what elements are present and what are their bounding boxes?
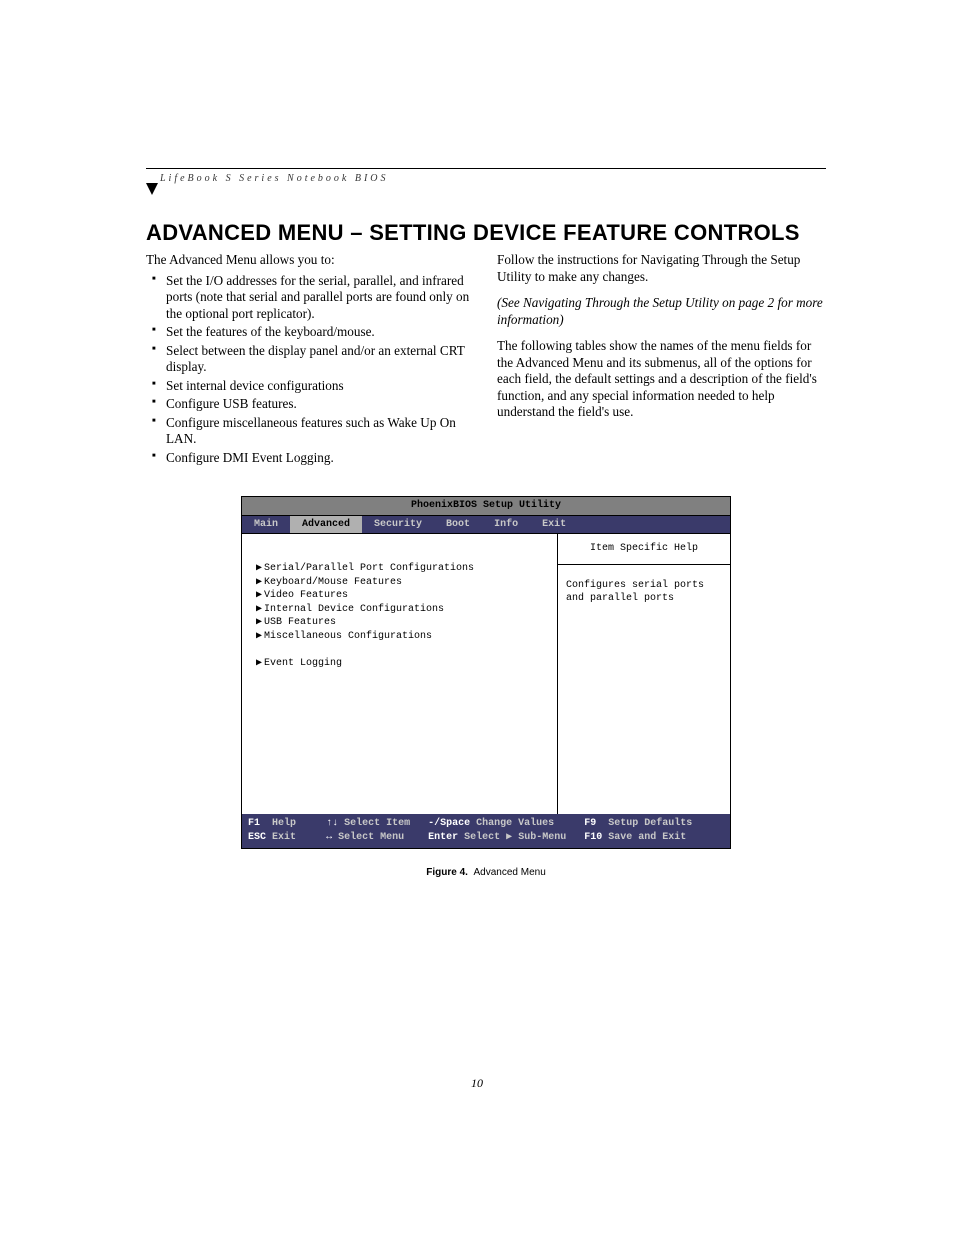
submenu-arrow-icon: ▶ xyxy=(256,576,264,590)
bios-tab-advanced: Advanced xyxy=(290,516,362,534)
bios-menu-item: ▶USB Features xyxy=(256,616,549,630)
bios-menu-item: ▶Miscellaneous Configurations xyxy=(256,630,549,644)
key-label: F9 xyxy=(584,818,596,829)
bios-menu-item: ▶Serial/Parallel Port Configurations xyxy=(256,562,549,576)
two-column-body: The Advanced Menu allows you to: Set the… xyxy=(146,252,826,468)
key-action: Exit xyxy=(272,832,296,843)
submenu-arrow-icon: ▶ xyxy=(256,603,264,617)
key-action: Select Menu xyxy=(338,832,404,843)
list-item: Select between the display panel and/or … xyxy=(156,343,475,376)
bios-menu-item: ▶Keyboard/Mouse Features xyxy=(256,576,549,590)
key-action: Sub-Menu xyxy=(512,832,566,843)
key-action: Select xyxy=(464,832,506,843)
bios-figure: PhoenixBIOS Setup Utility Main Advanced … xyxy=(241,496,731,878)
key-label: F10 xyxy=(584,832,602,843)
key-action: Select Item xyxy=(344,818,410,829)
key-label: ESC xyxy=(248,832,266,843)
bios-body: ▶Serial/Parallel Port Configurations ▶Ke… xyxy=(242,534,730,814)
bios-menu-label: Keyboard/Mouse Features xyxy=(264,577,402,588)
bios-footer-row: ESC Exit ↔ Select Menu Enter Select ▶ Su… xyxy=(248,831,724,845)
bullet-list: Set the I/O addresses for the serial, pa… xyxy=(146,273,475,467)
key-label: -/Space xyxy=(428,818,470,829)
bios-title-bar: PhoenixBIOS Setup Utility xyxy=(242,497,730,516)
page-title: ADVANCED MENU – SETTING DEVICE FEATURE C… xyxy=(146,220,826,246)
key-label: ↑↓ xyxy=(326,818,338,829)
submenu-arrow-icon: ▶ xyxy=(256,589,264,603)
figure-caption: Figure 4. Advanced Menu xyxy=(241,867,731,878)
menu-gap xyxy=(256,643,549,657)
bios-menu-panel: ▶Serial/Parallel Port Configurations ▶Ke… xyxy=(242,534,558,814)
bios-menu-label: Video Features xyxy=(264,590,348,601)
bios-footer: F1 Help ↑↓ Select Item -/Space Change Va… xyxy=(242,814,730,848)
key-label: ↔ xyxy=(326,832,332,843)
bios-help-title: Item Specific Help xyxy=(558,534,730,565)
bios-menu-label: Serial/Parallel Port Configurations xyxy=(264,563,474,574)
bios-menu-label: Miscellaneous Configurations xyxy=(264,631,432,642)
list-item: Set the features of the keyboard/mouse. xyxy=(156,324,475,341)
bios-tab-boot: Boot xyxy=(434,516,482,534)
bios-footer-row: F1 Help ↑↓ Select Item -/Space Change Va… xyxy=(248,817,724,831)
list-item: Configure miscellaneous features such as… xyxy=(156,415,475,448)
bios-menu-item: ▶Video Features xyxy=(256,589,549,603)
page-number: 10 xyxy=(0,1076,954,1091)
paragraph: Follow the instructions for Navigating T… xyxy=(497,252,826,285)
left-column: The Advanced Menu allows you to: Set the… xyxy=(146,252,475,468)
submenu-arrow-icon: ▶ xyxy=(256,562,264,576)
key-action: Change Values xyxy=(476,818,554,829)
header-marker-icon xyxy=(146,183,158,197)
figure-text: Advanced Menu xyxy=(473,867,545,878)
bios-screenshot: PhoenixBIOS Setup Utility Main Advanced … xyxy=(241,496,731,849)
key-action: Setup Defaults xyxy=(608,818,692,829)
key-action: Save and Exit xyxy=(608,832,686,843)
key-action: Help xyxy=(272,818,296,829)
submenu-arrow-icon: ▶ xyxy=(256,657,264,671)
bios-menu-item: ▶Internal Device Configurations xyxy=(256,603,549,617)
list-item: Set internal device configurations xyxy=(156,378,475,395)
bios-menu-label: Internal Device Configurations xyxy=(264,604,444,615)
bios-help-panel: Item Specific Help Configures serial por… xyxy=(558,534,730,814)
bios-tab-security: Security xyxy=(362,516,434,534)
bios-tab-info: Info xyxy=(482,516,530,534)
bios-menu-item: ▶Event Logging xyxy=(256,657,549,671)
bios-menu-label: Event Logging xyxy=(264,658,342,669)
bios-tab-exit: Exit xyxy=(530,516,578,534)
bios-tab-bar: Main Advanced Security Boot Info Exit xyxy=(242,516,730,535)
bios-tab-main: Main xyxy=(242,516,290,534)
list-item: Configure DMI Event Logging. xyxy=(156,450,475,467)
bios-menu-label: USB Features xyxy=(264,617,336,628)
key-label: F1 xyxy=(248,818,260,829)
list-item: Configure USB features. xyxy=(156,396,475,413)
key-label: Enter xyxy=(428,832,458,843)
page-content: LifeBook S Series Notebook BIOS ADVANCED… xyxy=(146,168,826,878)
bios-help-text: Configures serial ports and parallel por… xyxy=(558,565,730,620)
list-item: Set the I/O addresses for the serial, pa… xyxy=(156,273,475,323)
intro-text: The Advanced Menu allows you to: xyxy=(146,252,475,269)
right-column: Follow the instructions for Navigating T… xyxy=(497,252,826,468)
running-head: LifeBook S Series Notebook BIOS xyxy=(146,169,826,186)
submenu-arrow-icon: ▶ xyxy=(256,616,264,630)
header-rule: LifeBook S Series Notebook BIOS xyxy=(146,168,826,186)
paragraph: The following tables show the names of t… xyxy=(497,338,826,421)
submenu-arrow-icon: ▶ xyxy=(256,630,264,644)
paragraph-reference: (See Navigating Through the Setup Utilit… xyxy=(497,295,826,328)
figure-label: Figure 4. xyxy=(426,867,468,878)
